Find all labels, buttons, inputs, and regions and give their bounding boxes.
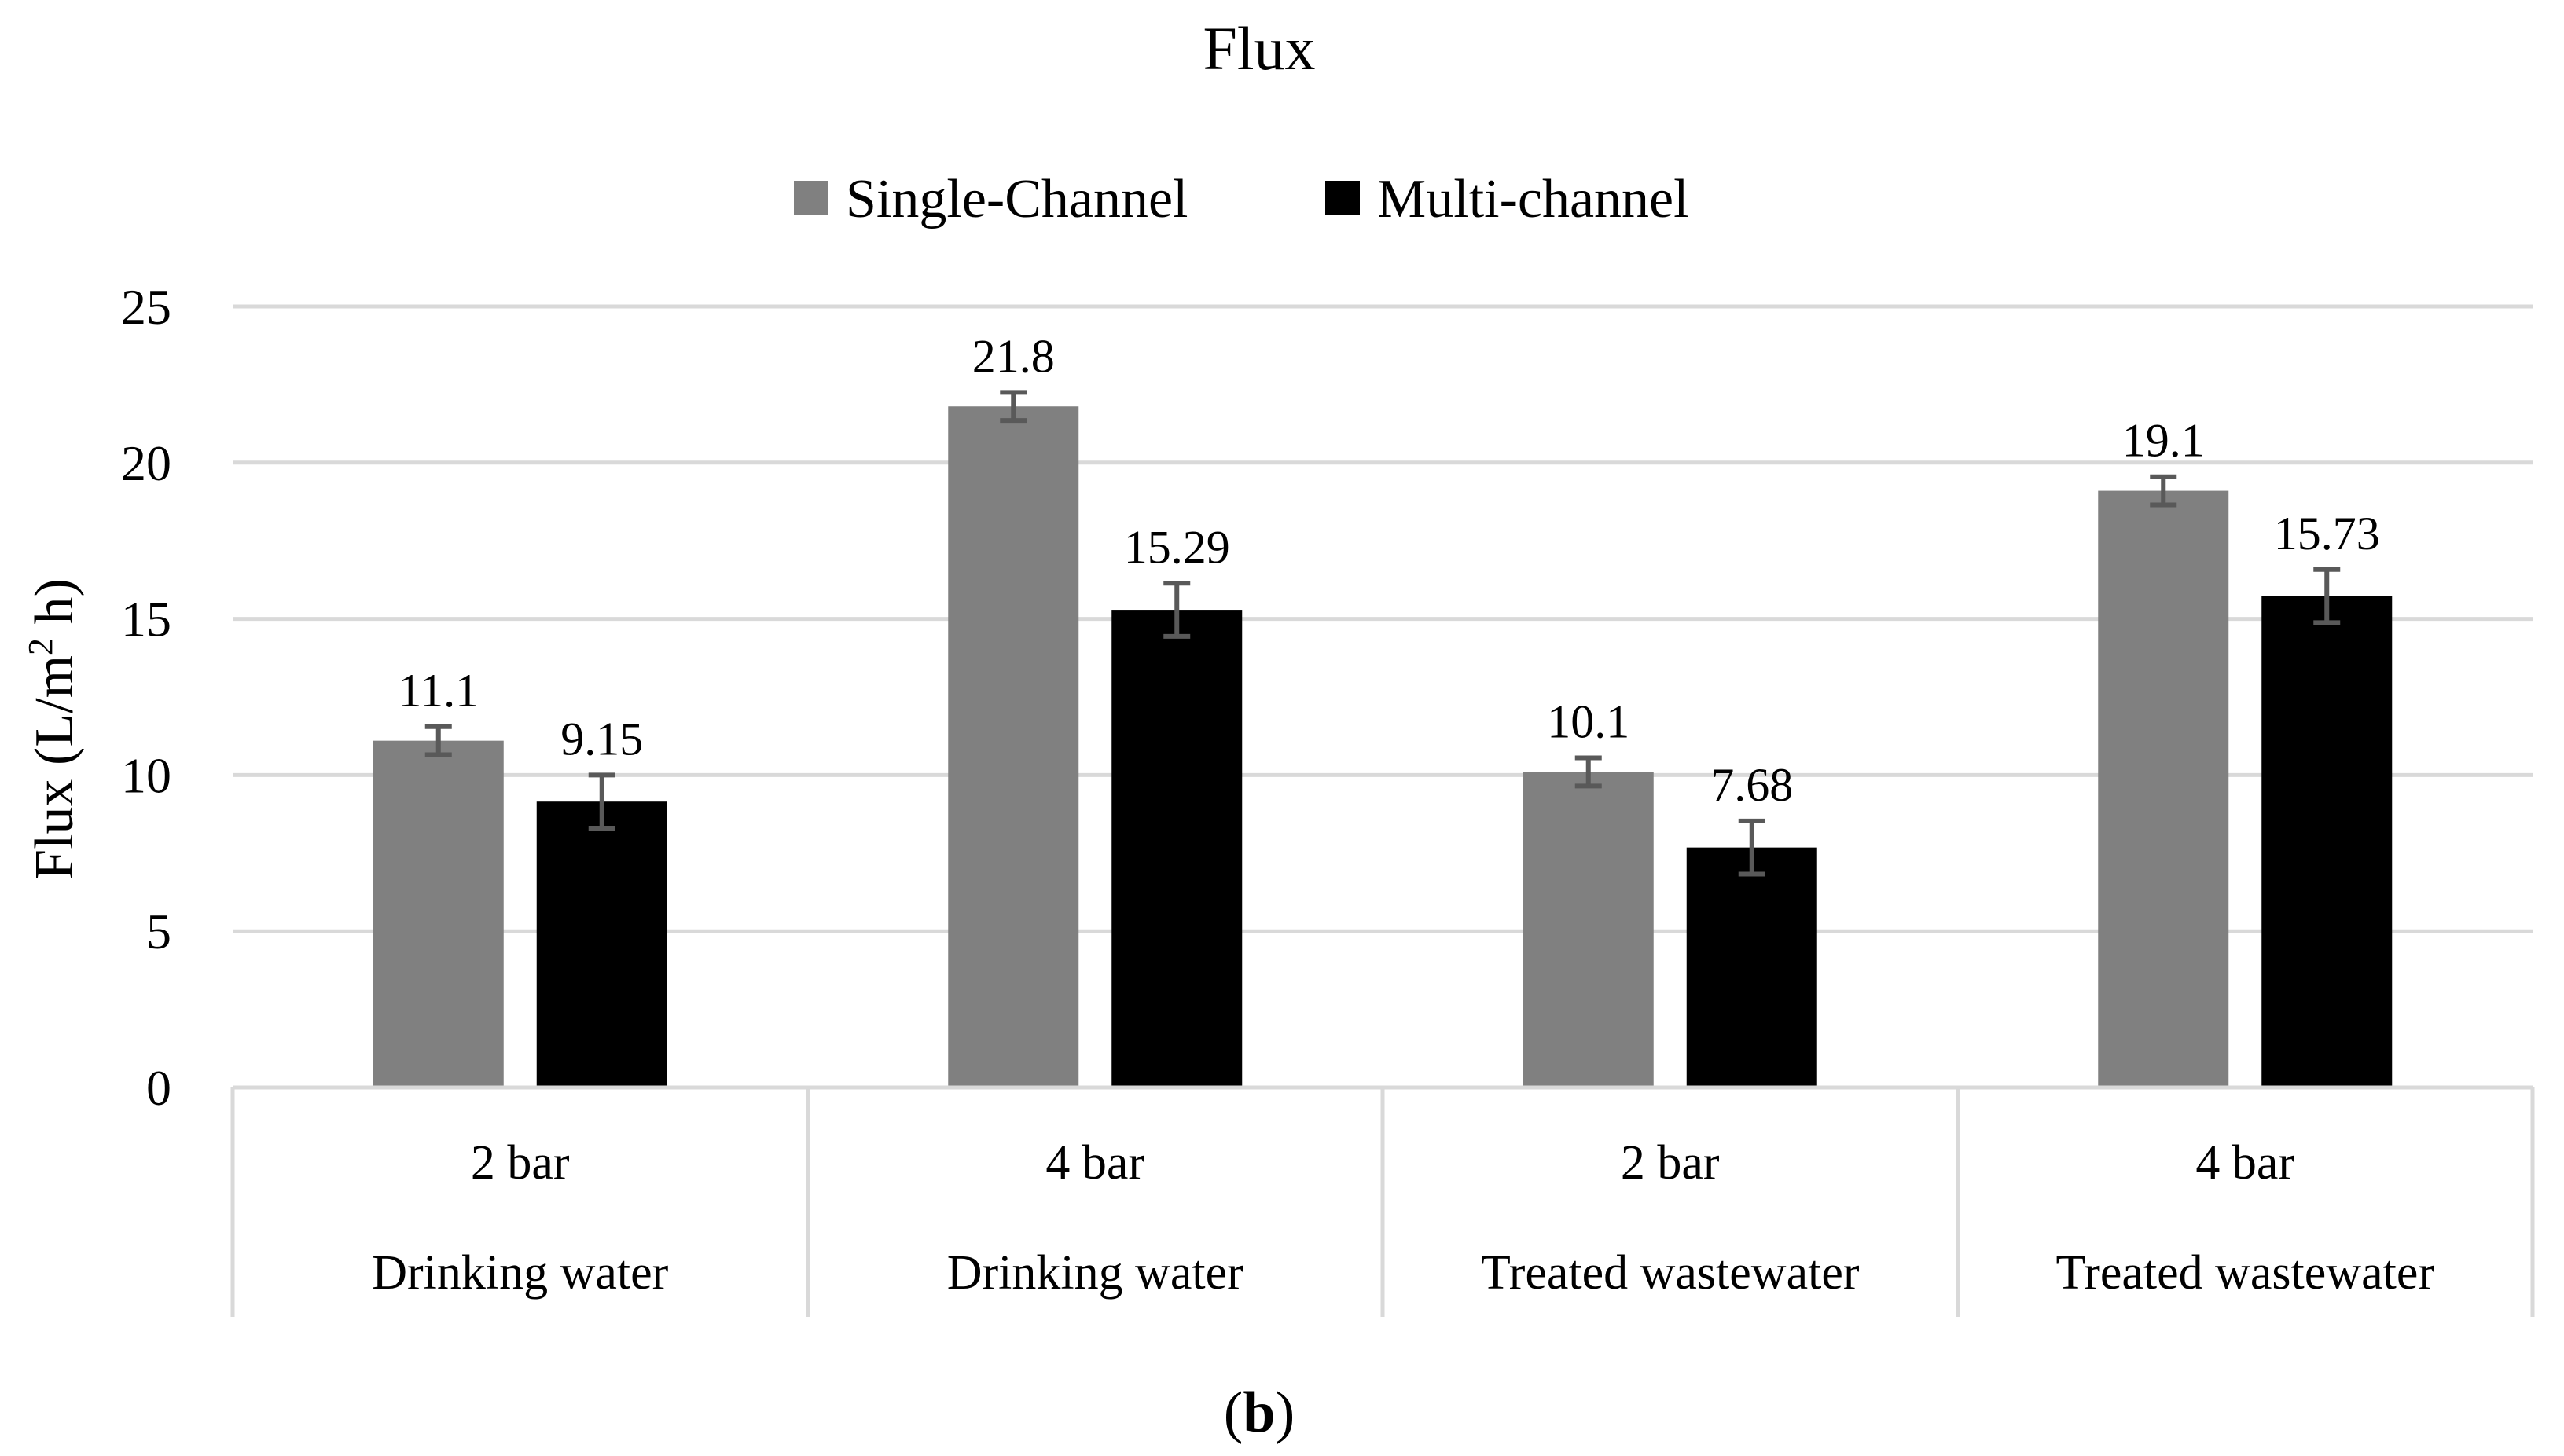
bar-single-channel [948,406,1079,1087]
legend-swatch-single-channel [794,181,828,215]
x-tick-label-group: Treated wastewater [1481,1246,1860,1300]
panel-label-open: ( [1224,1381,1243,1445]
panel-label: (b) [1224,1381,1295,1445]
y-axis-label-superscript: 2 [21,638,60,655]
x-tick-label-group: Drinking water [947,1246,1243,1300]
chart-title: Flux [1203,14,1315,83]
bars [373,406,2393,1087]
x-tick-label-group: Treated wastewater [2056,1246,2435,1300]
panel-label-close: ) [1276,1381,1295,1445]
y-axis-ticks: 0 5 10 15 20 25 [121,279,171,1116]
y-tick-label: 0 [146,1060,171,1116]
bar-multi-channel [1686,847,1817,1087]
data-labels: 11.1 9.15 21.8 15.29 10.1 7.68 19.1 15.73 [398,330,2379,811]
y-tick-label: 25 [121,279,171,335]
legend-swatch-multi-channel [1325,181,1360,215]
bar-multi-channel [1111,610,1243,1087]
bar-single-channel [2098,490,2229,1087]
data-label: 19.1 [2122,415,2205,467]
error-bars [424,390,2341,877]
bar-single-channel [373,740,504,1087]
bar-multi-channel [536,801,667,1087]
data-label: 9.15 [560,713,643,765]
x-tick-label-group: Drinking water [372,1246,668,1300]
y-tick-label: 15 [121,592,171,647]
legend: Single-Channel Multi-channel [794,169,1689,229]
data-label: 21.8 [972,330,1055,382]
y-tick-label: 10 [121,747,171,803]
y-axis-label-tail: h) [24,578,85,638]
y-axis-label-main: Flux (L/m [24,655,85,880]
data-label: 15.29 [1124,521,1230,573]
bar-single-channel [1523,772,1654,1087]
x-axis: 2 bar Drinking water 4 bar Drinking water 2 … [230,1085,2535,1317]
x-tick-label-pressure: 4 bar [1045,1136,1144,1190]
x-tick-label-pressure: 2 bar [471,1136,570,1190]
y-axis-label: Flux (L/m2 h) [21,578,85,880]
data-label: 7.68 [1710,759,1793,811]
data-label: 10.1 [1547,696,1629,748]
x-tick-label-pressure: 4 bar [2195,1136,2294,1190]
y-tick-label: 5 [146,904,171,959]
legend-label-multi-channel: Multi-channel [1377,169,1689,229]
data-label: 15.73 [2274,508,2380,559]
x-tick-label-pressure: 2 bar [1621,1136,1720,1190]
bar-multi-channel [2261,596,2393,1087]
data-label: 11.1 [398,665,479,717]
y-tick-label: 20 [121,435,171,491]
legend-label-single-channel: Single-Channel [846,169,1188,229]
panel-label-letter: b [1243,1381,1275,1445]
